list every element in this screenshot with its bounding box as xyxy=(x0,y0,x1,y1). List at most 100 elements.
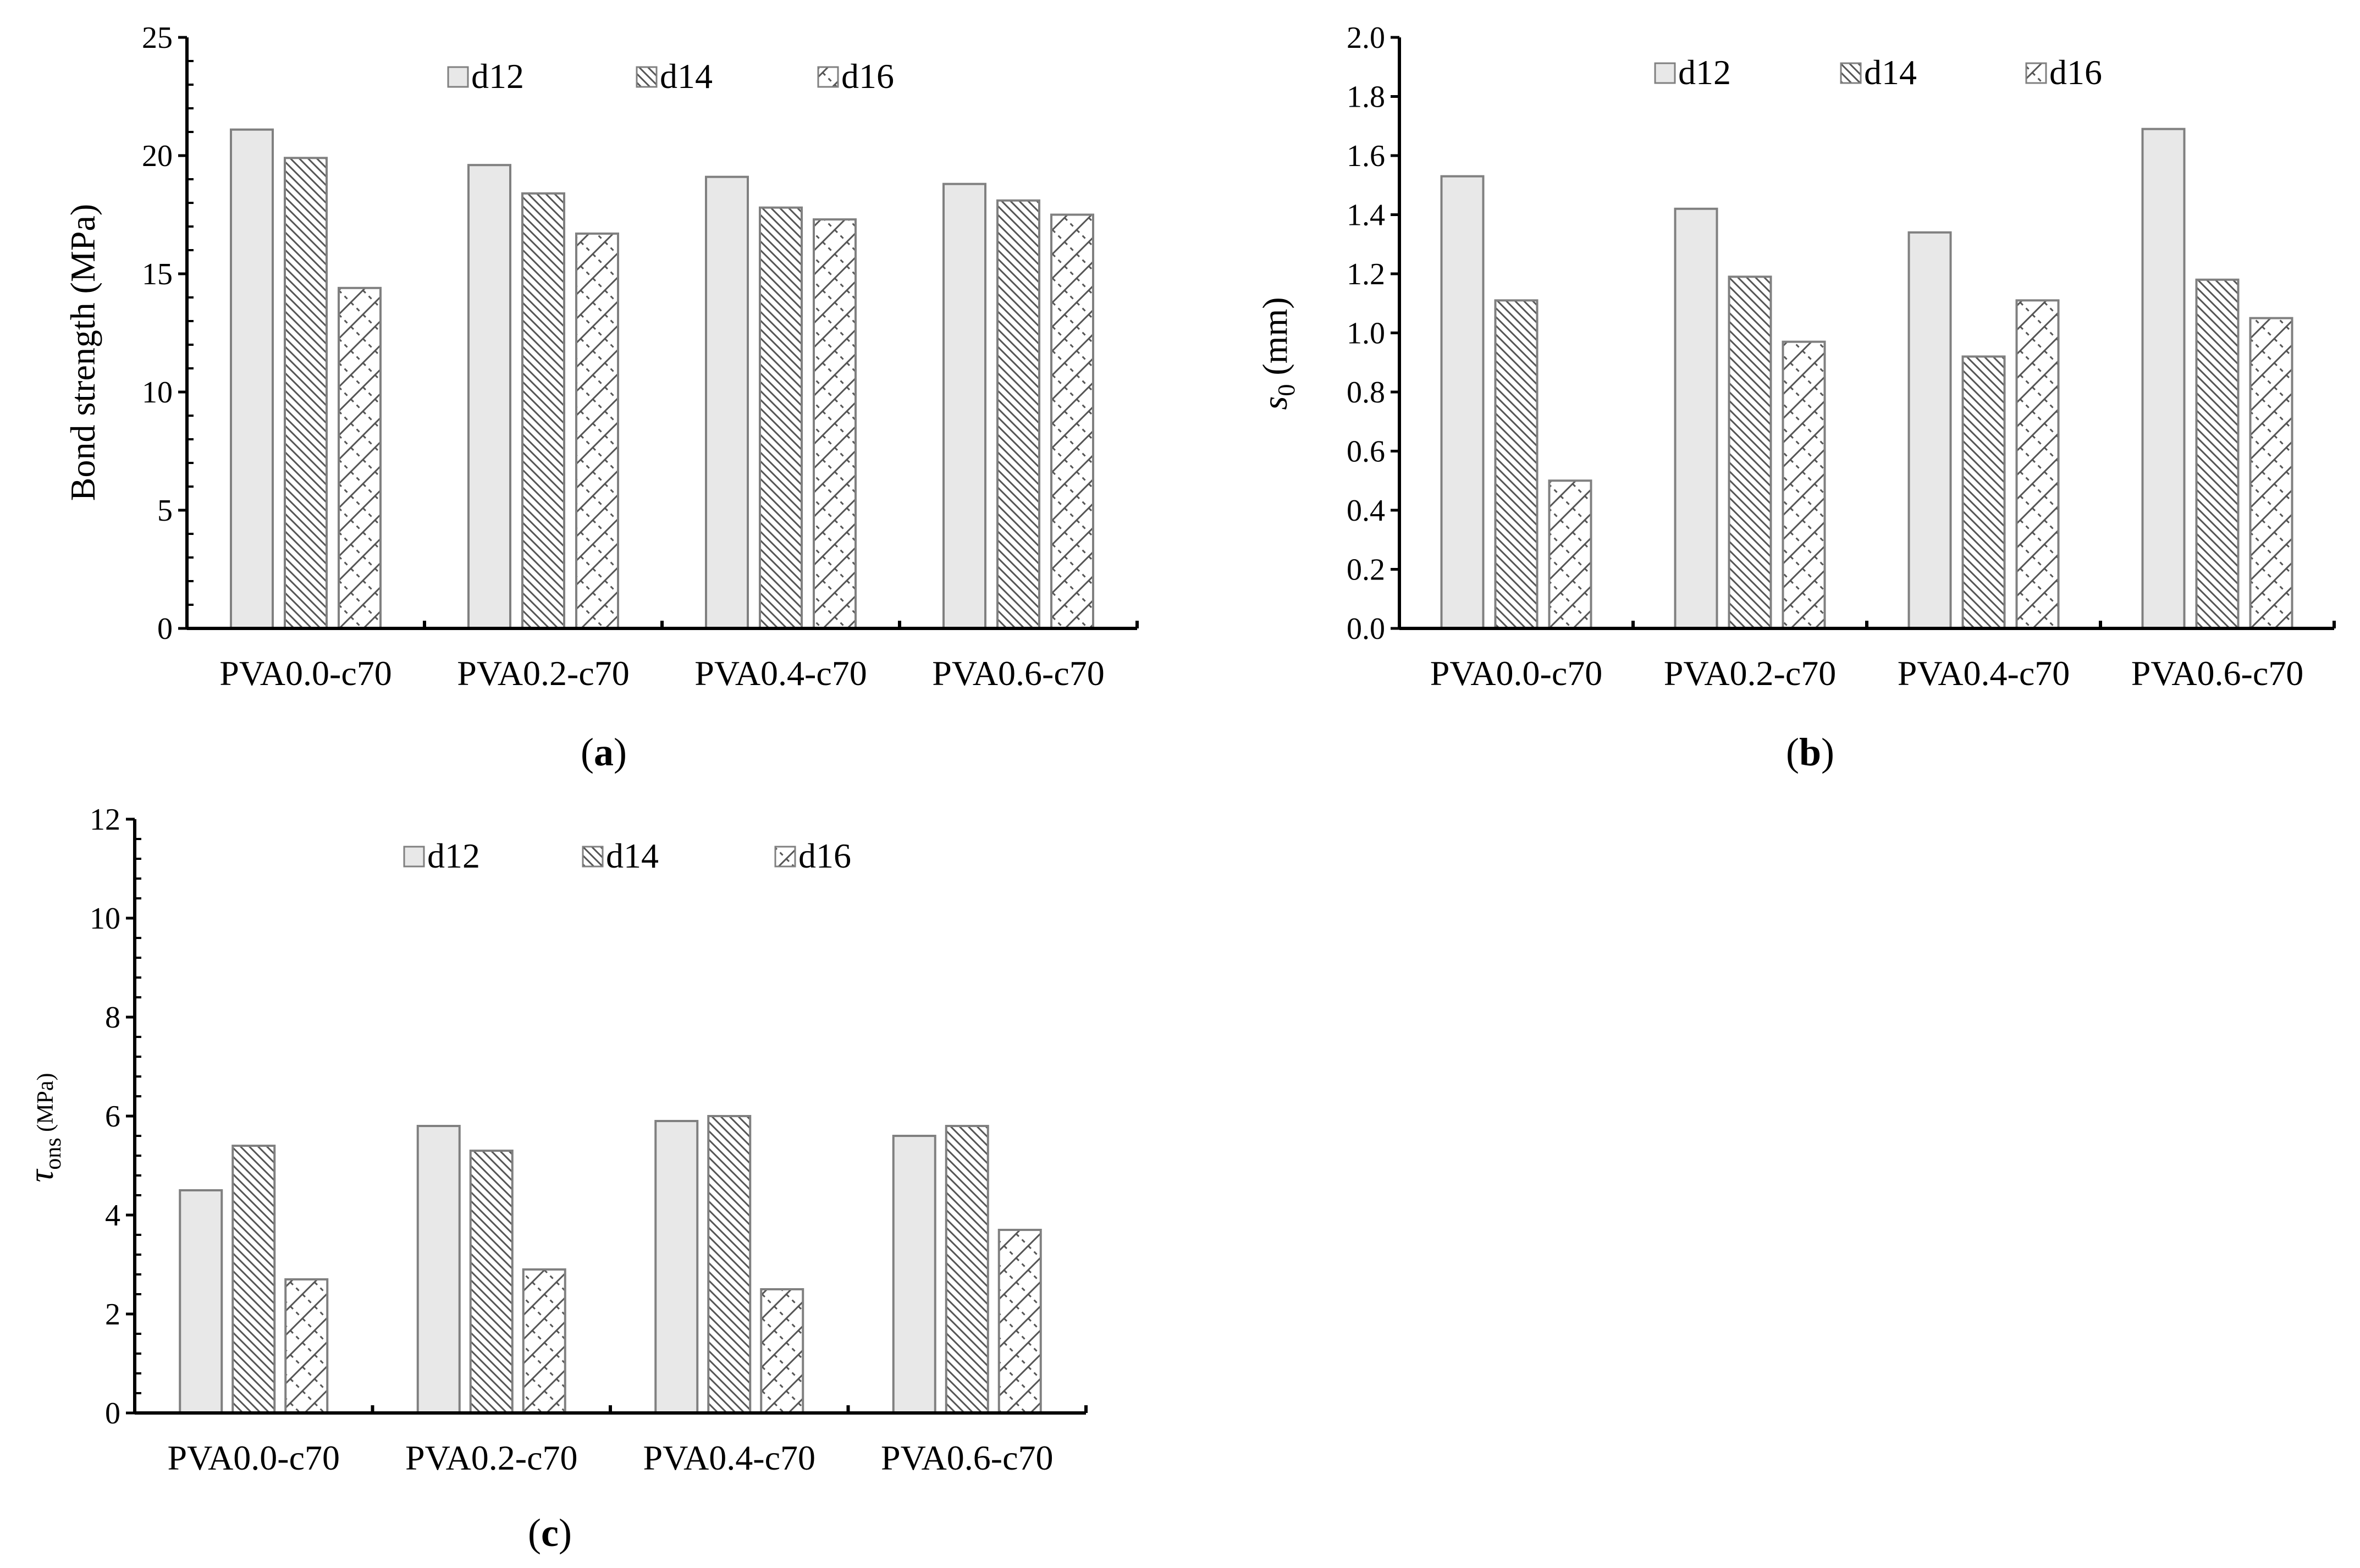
legend-label-d16: d16 xyxy=(798,836,851,875)
bar-d12-PVA0.2-c70 xyxy=(467,164,511,630)
y-tick-label: 1.6 xyxy=(1347,139,1385,173)
y-tick-label: 0.6 xyxy=(1347,435,1385,469)
chart-s0: 0.0 0.2 0.4 0.6 0.8 1.0 1.2 1.4 1.6 1.8 2.0 PVA0.0-… xyxy=(1255,21,2336,774)
bar-d12-PVA0.4-c70 xyxy=(654,1120,699,1414)
legend-swatch-d14 xyxy=(582,846,604,868)
legend-label-d16: d16 xyxy=(841,57,894,96)
bar-d16-PVA0.0-c70 xyxy=(338,286,382,630)
legend-swatch-d12 xyxy=(447,66,469,88)
y-tick-label: 15 xyxy=(142,257,173,291)
chart-c-marks: 0 2 4 6 8 10 12 PVA0.0-c70 PVA0.2-c70 PVA0.4-c70 P… xyxy=(90,803,1088,1477)
y-tick-label: 8 xyxy=(105,1001,120,1035)
bar-d12-PVA0.0-c70 xyxy=(179,1189,223,1414)
x-tick-label: PVA0.0-c70 xyxy=(1430,654,1603,693)
chart-b-y-axis-label-unit: (mm) xyxy=(1255,297,1294,384)
x-tick-label: PVA0.6-c70 xyxy=(932,654,1105,693)
chart-c-y-axis-label-unit: (MPa) xyxy=(33,1073,58,1138)
bar-d14-PVA0.0-c70 xyxy=(284,157,328,630)
bar-d16-PVA0.6-c70 xyxy=(1050,213,1094,630)
bar-d16-PVA0.4-c70 xyxy=(2015,299,2060,630)
bar-d14-PVA0.4-c70 xyxy=(707,1115,752,1414)
bar-d12-PVA0.2-c70 xyxy=(416,1125,461,1414)
x-tick-label: PVA0.6-c70 xyxy=(881,1438,1054,1477)
bar-d16-PVA0.2-c70 xyxy=(1782,340,1826,630)
bar-d16-PVA0.4-c70 xyxy=(813,218,857,630)
legend-swatch-d16 xyxy=(817,66,839,88)
y-tick-label: 12 xyxy=(90,803,120,837)
legend-label-d12: d12 xyxy=(1678,53,1731,92)
chart-c-y-axis-label-sub: ons xyxy=(41,1138,66,1169)
bar-d12-PVA0.0-c70 xyxy=(230,128,274,630)
x-tick-label: PVA0.4-c70 xyxy=(1898,654,2070,693)
chart-a-panel-letter: a xyxy=(594,730,614,774)
y-tick-label: 0.2 xyxy=(1347,553,1385,587)
legend-swatch-d16 xyxy=(2025,62,2047,84)
x-tick-label: PVA0.4-c70 xyxy=(643,1438,816,1477)
bar-d14-PVA0.6-c70 xyxy=(996,199,1040,630)
y-tick-label: 10 xyxy=(142,376,173,410)
bar-d12-PVA0.6-c70 xyxy=(2141,128,2186,630)
y-tick-label: 1.4 xyxy=(1347,198,1385,233)
bar-d16-PVA0.6-c70 xyxy=(2249,317,2293,630)
y-tick-label: 25 xyxy=(142,21,173,55)
legend-swatch-d12 xyxy=(1654,62,1676,84)
x-tick-label: PVA0.6-c70 xyxy=(2131,654,2304,693)
y-tick-label: 0.4 xyxy=(1347,494,1385,528)
chart-a-marks: 0 5 10 15 20 25 PVA0.0-c70 PVA0.2-c70 PVA0.4-c70… xyxy=(142,21,1139,693)
legend-label-d12: d12 xyxy=(471,57,524,96)
legend-swatch-d12 xyxy=(403,846,425,868)
bar-d16-PVA0.4-c70 xyxy=(760,1288,804,1414)
bar-d16-PVA0.0-c70 xyxy=(284,1278,329,1414)
chart-b-y-axis-label-main: s xyxy=(1255,396,1294,410)
chart-b-y-axis-label: s0 (mm) xyxy=(1255,297,1300,410)
legend-label-d14: d14 xyxy=(660,57,713,96)
y-tick-label: 4 xyxy=(105,1199,120,1233)
y-tick-label: 5 xyxy=(157,494,173,528)
bar-d16-PVA0.2-c70 xyxy=(575,232,619,630)
legend-swatch-d14 xyxy=(1840,62,1862,84)
y-tick-label: 1.8 xyxy=(1347,80,1385,114)
bar-d12-PVA0.6-c70 xyxy=(892,1135,936,1414)
legend-label-d12: d12 xyxy=(427,836,480,875)
y-tick-label: 0 xyxy=(157,612,173,646)
chart-c-panel-label: (c) xyxy=(528,1511,572,1555)
y-tick-label: 2 xyxy=(105,1298,120,1332)
x-tick-label: PVA0.2-c70 xyxy=(405,1438,578,1477)
y-tick-label: 10 xyxy=(90,902,120,936)
y-tick-label: 2.0 xyxy=(1347,21,1385,55)
bar-d14-PVA0.6-c70 xyxy=(945,1125,989,1414)
bar-d14-PVA0.2-c70 xyxy=(469,1150,514,1414)
y-tick-label: 0.0 xyxy=(1347,612,1385,646)
x-tick-label: PVA0.0-c70 xyxy=(219,654,392,693)
bar-d16-PVA0.6-c70 xyxy=(997,1229,1042,1414)
chart-c-panel-letter: c xyxy=(541,1511,559,1555)
y-tick-label: 1.2 xyxy=(1347,257,1385,291)
chart-b-marks: 0.0 0.2 0.4 0.6 0.8 1.0 1.2 1.4 1.6 1.8 2.0 PVA0.0-… xyxy=(1347,21,2336,693)
legend-swatch-d16 xyxy=(774,846,796,868)
bar-d12-PVA0.4-c70 xyxy=(705,175,749,630)
y-tick-label: 6 xyxy=(105,1100,120,1134)
x-tick-label: PVA0.0-c70 xyxy=(168,1438,340,1477)
chart-b-y-axis-label-sub: 0 xyxy=(1273,384,1300,396)
bar-d14-PVA0.4-c70 xyxy=(759,206,803,630)
bar-d12-PVA0.4-c70 xyxy=(1907,231,1952,630)
bar-d12-PVA0.6-c70 xyxy=(942,183,986,630)
x-tick-label: PVA0.2-c70 xyxy=(1664,654,1837,693)
chart-b-panel-label: (b) xyxy=(1786,730,1834,774)
y-tick-label: 0 xyxy=(105,1396,120,1431)
bar-d14-PVA0.0-c70 xyxy=(231,1145,276,1414)
y-tick-label: 1.0 xyxy=(1347,317,1385,351)
legend-label-d16: d16 xyxy=(2049,53,2102,92)
bar-d14-PVA0.0-c70 xyxy=(1494,299,1539,630)
chart-bond-strength: 0 5 10 15 20 25 PVA0.0-c70 PVA0.2-c70 PVA0.4-c70… xyxy=(63,21,1139,774)
chart-c-y-axis-label: τons (MPa) xyxy=(21,1073,66,1182)
chart-a-panel-label: (a) xyxy=(581,730,627,774)
y-tick-label: 20 xyxy=(142,139,173,173)
bar-d12-PVA0.2-c70 xyxy=(1674,207,1718,630)
bar-d14-PVA0.4-c70 xyxy=(1961,355,2006,630)
bar-d14-PVA0.2-c70 xyxy=(1728,275,1772,630)
y-tick-label: 0.8 xyxy=(1347,376,1385,410)
chart-b-panel-letter: b xyxy=(1799,730,1821,774)
bar-d12-PVA0.0-c70 xyxy=(1440,175,1485,630)
